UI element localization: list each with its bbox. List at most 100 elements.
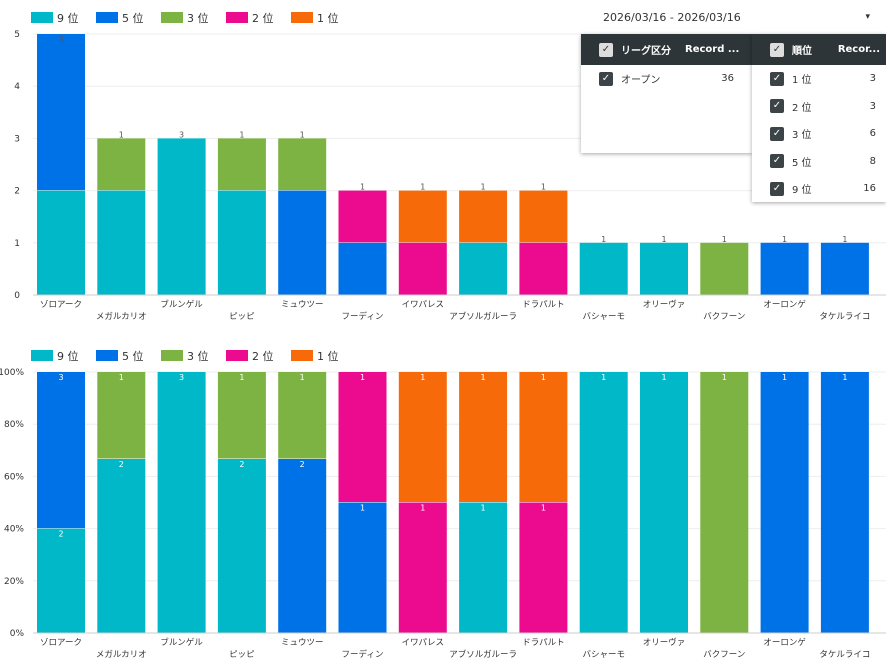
checkbox-icon[interactable]: ✓ [770,99,784,114]
row-label: 1 位 [792,75,812,87]
bar-segment[interactable] [278,372,327,459]
checkbox-icon[interactable]: ✓ [770,181,784,196]
checkbox-icon[interactable]: ✓ [770,126,784,141]
bar-segment[interactable] [398,502,447,633]
bar-segment[interactable] [398,242,447,295]
x-tick-label: タケルライコ [819,650,870,660]
date-range-control[interactable]: 2026/03/16 - 2026/03/16 ▾ [581,0,886,34]
bar-segment[interactable] [700,242,749,295]
bar-segment[interactable] [278,459,327,633]
bar-segment[interactable] [37,528,85,633]
bar-segment[interactable] [519,502,568,633]
filter-row[interactable]: ✓ 3 位 6 [752,120,886,148]
dropdown-icon[interactable]: ▾ [865,12,870,22]
bar-segment[interactable] [459,242,508,295]
filter-row[interactable]: ✓ 9 位 16 [752,175,886,203]
x-tick-label: バシャーモ [582,650,625,660]
bar-segment[interactable] [278,190,327,295]
date-range-text: 2026/03/16 - 2026/03/16 [603,10,741,24]
legend-label[interactable]: 1 位 [317,349,339,363]
bar-segment[interactable] [338,242,387,295]
legend-swatch[interactable] [96,350,118,361]
bar-segment[interactable] [97,372,146,459]
legend-label[interactable]: 3 位 [187,11,209,25]
legend-label[interactable]: 5 位 [122,349,144,363]
bar-segment[interactable] [519,372,568,502]
bar-segment[interactable] [217,372,266,459]
data-label: 3 [58,373,63,382]
legend-label[interactable]: 1 位 [317,11,339,25]
bar-segment[interactable] [640,372,688,633]
bar-segment[interactable] [97,190,146,295]
legend-swatch[interactable] [226,12,248,23]
data-label: 1 [300,373,305,382]
bar-segment[interactable] [398,190,447,243]
bar-segment[interactable] [820,372,869,633]
data-label: 1 [782,235,787,244]
bar-segment[interactable] [579,372,628,633]
legend-swatch[interactable] [31,350,53,361]
legend-label[interactable]: 2 位 [252,349,274,363]
bar-segment[interactable] [217,459,266,633]
legend-label[interactable]: 2 位 [252,11,274,25]
bar-segment[interactable] [459,502,508,633]
metric-header[interactable]: Recor... [837,44,880,55]
bar-segment[interactable] [37,190,85,295]
metric-header[interactable]: Record ... [685,44,740,55]
select-all-checkbox[interactable]: ✓ [770,42,784,57]
checkbox-icon[interactable]: ✓ [770,71,784,86]
bar-segment[interactable] [338,190,387,243]
data-label: 1 [300,130,305,139]
x-tick-label: オリーヴァ [643,637,686,648]
data-label: 1 [842,373,847,382]
bar-segment[interactable] [157,138,206,295]
bar-segment[interactable] [519,242,568,295]
bar-segment[interactable] [217,138,266,191]
legend-swatch[interactable] [291,12,313,23]
legend-label[interactable]: 9 位 [57,11,79,25]
bar-segment[interactable] [579,242,628,295]
bar-segment[interactable] [640,242,688,295]
legend-swatch[interactable] [291,350,313,361]
bar-segment[interactable] [217,190,266,295]
data-label: 1 [541,183,546,192]
bar-segment[interactable] [760,372,809,633]
data-label: 2 [119,460,124,469]
bar-segment[interactable] [37,34,85,191]
bar-segment[interactable] [700,372,749,633]
data-label: 1 [119,130,124,139]
x-tick-label: ミュウツー [281,638,324,648]
filter-row[interactable]: ✓ 2 位 3 [752,93,886,121]
bar-segment[interactable] [760,242,809,295]
bar-segment[interactable] [97,459,146,633]
checkbox-icon[interactable]: ✓ [599,71,613,86]
legend-label[interactable]: 9 位 [57,349,79,363]
x-tick-label: バシャーモ [582,312,625,322]
legend-label[interactable]: 3 位 [187,349,209,363]
bar-segment[interactable] [459,190,508,243]
data-label: 2 [58,530,63,539]
bar-segment[interactable] [338,372,387,502]
legend-swatch[interactable] [96,12,118,23]
filter-row[interactable]: ✓ オープン 36 [581,65,752,93]
data-label: 1 [782,373,787,382]
legend-swatch[interactable] [161,12,183,23]
select-all-checkbox[interactable]: ✓ [599,42,613,57]
bar-segment[interactable] [278,138,327,191]
bar-segment[interactable] [398,372,447,502]
bar-segment[interactable] [97,138,146,191]
legend-label[interactable]: 5 位 [122,11,144,25]
bar-segment[interactable] [157,372,206,633]
checkbox-icon[interactable]: ✓ [770,154,784,169]
filter-row[interactable]: ✓ 1 位 3 [752,65,886,93]
bar-segment[interactable] [338,502,387,633]
x-tick-label: タケルライコ [819,312,870,322]
bar-segment[interactable] [37,372,85,529]
legend-swatch[interactable] [31,12,53,23]
bar-segment[interactable] [519,190,568,243]
legend-swatch[interactable] [226,350,248,361]
bar-segment[interactable] [820,242,869,295]
bar-segment[interactable] [459,372,508,502]
filter-row[interactable]: ✓ 5 位 8 [752,148,886,176]
legend-swatch[interactable] [161,350,183,361]
